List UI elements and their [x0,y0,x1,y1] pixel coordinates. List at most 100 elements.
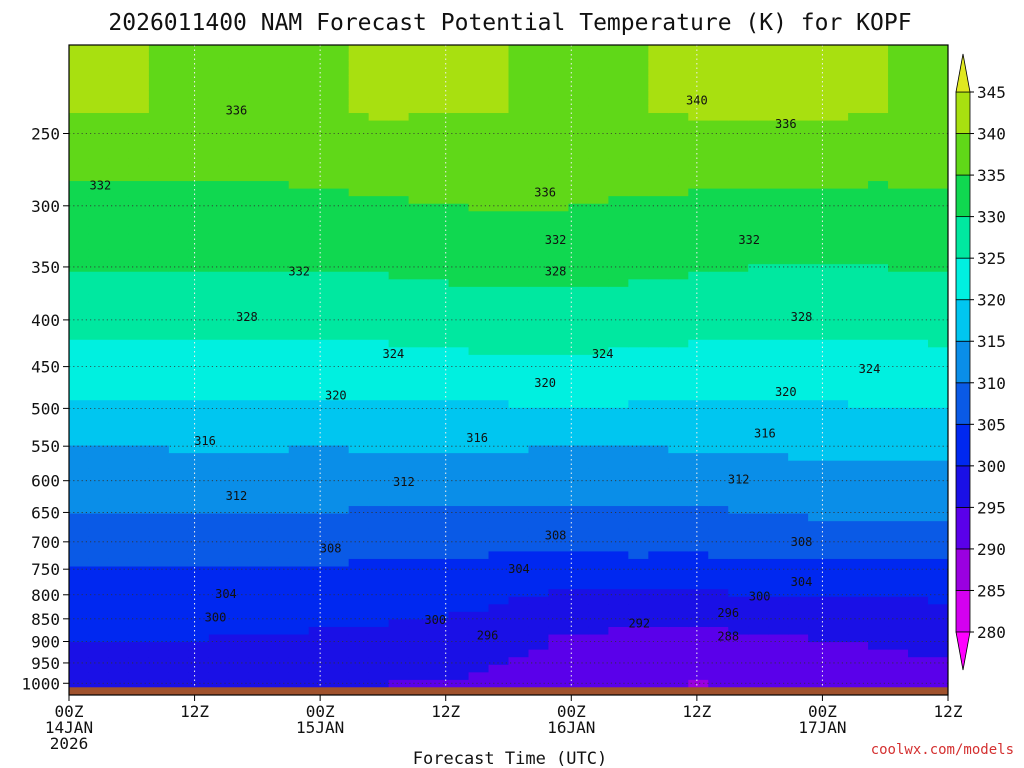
heat-cell [69,150,90,159]
heat-cell [588,468,609,477]
heat-cell [268,97,290,107]
heat-cell [208,196,230,205]
heat-cell [828,536,849,545]
heat-cell [168,324,190,333]
heat-cell [928,354,948,364]
heat-cell [268,422,290,432]
heat-cell [208,143,230,152]
heat-cell [208,128,230,137]
heat-cell [368,370,390,379]
heat-cell [69,173,90,182]
heat-cell [328,596,350,605]
heat-cell [148,181,170,190]
heat-cell [248,143,270,152]
ground-strip [69,687,948,695]
heat-cell [288,150,310,159]
heat-cell [248,664,270,673]
heat-cell [828,173,849,182]
heat-cell [628,407,649,416]
heat-cell [368,354,390,364]
heat-cell [188,415,210,424]
heat-cell [588,377,609,386]
heat-cell [728,143,749,152]
heat-cell [288,60,310,69]
heat-cell [408,551,430,560]
heat-cell [208,604,230,613]
heat-cell [508,672,530,681]
heat-cell [228,536,250,545]
heat-cell [708,536,729,545]
heat-cell [488,370,510,379]
heat-cell [488,181,510,190]
heat-cell [868,347,889,356]
heat-cell [568,90,590,99]
contour-label: 332 [545,233,567,247]
heat-cell [348,165,370,175]
heat-cell [468,196,490,205]
heat-cell [528,649,550,658]
heat-cell [88,506,110,515]
heat-cell [768,279,789,288]
heat-cell [868,679,889,689]
heat-cell [908,218,929,227]
heat-cell [548,543,570,552]
heat-cell [468,113,490,122]
heat-cell [648,445,669,454]
heat-cell [528,105,550,114]
heat-cell [768,317,789,326]
heat-cell [428,45,450,54]
heat-cell [348,301,370,311]
heat-cell [188,150,210,159]
heat-cell [408,460,430,469]
heat-cell [708,604,729,613]
credit-text[interactable]: coolwx.com/models [871,742,1014,758]
heat-cell [668,309,689,318]
heat-cell [808,150,829,159]
heat-cell [588,181,609,190]
heat-cell [688,385,709,394]
heat-cell [108,354,130,364]
heat-cell [608,158,629,167]
heat-cell [168,90,190,99]
heat-cell [808,317,829,326]
heat-cell [468,241,490,250]
heat-cell [748,203,769,212]
heat-cell [608,317,629,326]
heat-cell [208,642,230,651]
heat-cell [488,135,510,144]
heat-cell [368,218,390,227]
heat-cell [628,75,649,84]
heat-cell [488,422,510,432]
heat-cell [688,506,709,515]
heat-cell [908,430,929,439]
heat-cell [188,173,210,182]
heat-cell [248,506,270,515]
heat-cell [788,566,809,575]
heat-cell [608,105,629,114]
heat-cell [288,105,310,114]
heat-cell [188,672,210,681]
heat-cell [868,611,889,621]
heat-cell [188,664,210,673]
heat-cell [728,619,749,628]
heat-cell [588,385,609,394]
heat-cell [888,407,909,416]
contour-label: 320 [775,385,797,399]
heat-cell [568,279,590,288]
heat-cell [168,672,190,681]
heat-cell [708,679,729,689]
heat-cell [608,475,629,484]
heat-cell [388,400,410,409]
heat-cell [728,415,749,424]
heat-cell [428,679,450,689]
heat-cell [128,506,150,515]
heat-cell [868,407,889,416]
heat-cell [308,672,330,681]
heat-cell [468,158,490,167]
heat-cell [588,604,609,613]
heat-cell [668,664,689,673]
heat-cell [328,150,350,159]
heat-cell [588,294,609,303]
heat-cell [568,60,590,69]
heat-cell [188,324,210,333]
